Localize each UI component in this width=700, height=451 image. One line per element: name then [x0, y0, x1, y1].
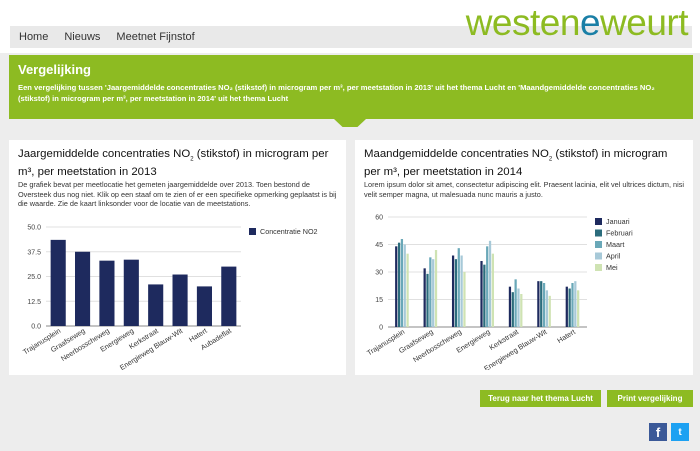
y-tick-label: 37.5	[27, 249, 41, 256]
chart-svg: 015304560TrajanuspleinGraafsewegNeerboss…	[365, 215, 633, 371]
panel-monthly-description: Lorem ipsum dolor sit amet, consectetur …	[364, 180, 684, 199]
bar[interactable]	[540, 281, 543, 327]
y-tick-label: 50.0	[27, 225, 41, 232]
title-sub: 2	[548, 156, 553, 163]
bar[interactable]	[460, 255, 463, 328]
bar[interactable]	[577, 290, 580, 327]
bar[interactable]	[488, 240, 492, 327]
legend-label: Mei	[606, 263, 618, 272]
bar[interactable]	[520, 294, 523, 327]
print-comparison-button[interactable]: Print vergelijking	[607, 390, 693, 407]
bar[interactable]	[542, 283, 546, 327]
bar[interactable]	[537, 281, 540, 327]
legend-swatch	[595, 264, 602, 271]
y-tick-label: 15	[375, 297, 383, 304]
bar[interactable]	[423, 268, 426, 327]
y-tick-label: 0	[379, 325, 383, 332]
legend-swatch	[595, 252, 602, 260]
bar[interactable]	[75, 251, 91, 326]
nav-nieuws[interactable]: Nieuws	[64, 31, 101, 43]
bar[interactable]	[514, 279, 517, 327]
bar[interactable]	[483, 264, 486, 327]
twitter-icon[interactable]: t	[671, 423, 689, 441]
comparison-description: Een vergelijking tussen 'Jaargemiddelde …	[18, 83, 655, 103]
bar[interactable]	[568, 288, 571, 328]
title-part: Maandgemiddelde concentraties NO	[364, 148, 549, 160]
yearly-chart[interactable]: 0.0 12.5 25.0 37.5 50.0 Trajanusplein Graafsew…	[9, 212, 344, 373]
nav-home[interactable]: Home	[19, 31, 49, 43]
bar[interactable]	[511, 292, 514, 327]
bar[interactable]	[457, 248, 460, 327]
logo-part3: weurt	[600, 2, 688, 43]
legend-label: Februari	[606, 229, 633, 238]
y-tick-label: 30	[375, 270, 383, 277]
bar[interactable]	[99, 260, 115, 326]
bar[interactable]	[196, 286, 212, 326]
bar[interactable]	[480, 261, 483, 327]
bar[interactable]	[148, 284, 164, 326]
title-part: Jaargemiddelde concentraties NO	[18, 148, 191, 160]
bar[interactable]	[395, 246, 398, 327]
y-tick-label: 25.0	[27, 274, 41, 281]
y-tick-label: 0.0	[31, 324, 41, 331]
legend-swatch	[595, 229, 602, 237]
bar[interactable]	[172, 274, 188, 326]
bar[interactable]	[434, 250, 438, 327]
panel-yearly-title: Jaargemiddelde concentraties NO2 (stikst…	[18, 148, 337, 179]
logo-part1: westen	[465, 2, 581, 43]
legend-label: Januari	[606, 217, 630, 226]
title-part: (stikstof) in microgram per m³, per meet…	[364, 148, 668, 179]
legend-label: Maart	[606, 240, 624, 249]
x-tick-label: Hatert	[555, 327, 576, 345]
title-part: (stikstof) in microgram per m³, per meet…	[18, 148, 329, 179]
monthly-chart[interactable]: 0 15 30 45 60 Trajanusplein Graafseweg Neerboss…	[355, 205, 691, 371]
bar[interactable]	[403, 244, 406, 328]
back-to-theme-button[interactable]: Terug naar het thema Lucht	[480, 390, 601, 407]
title-sub: 2	[190, 156, 194, 163]
bar[interactable]	[545, 290, 549, 327]
bar[interactable]	[463, 272, 466, 327]
bar[interactable]	[548, 295, 551, 327]
bar[interactable]	[432, 259, 435, 327]
bar[interactable]	[429, 257, 432, 327]
legend-swatch	[595, 241, 602, 248]
bar[interactable]	[486, 246, 489, 327]
bar[interactable]	[406, 253, 409, 327]
bar[interactable]	[397, 242, 401, 327]
bar[interactable]	[426, 273, 429, 327]
logo-part2: e	[579, 2, 601, 43]
panel-monthly-title: Maandgemiddelde concentraties NO2 (stiks…	[364, 148, 684, 179]
logo[interactable]: westeneweurt	[465, 2, 689, 44]
nav-meetnet-fijnstof[interactable]: Meetnet Fijnstof	[116, 31, 195, 43]
panel-yearly-description: De grafiek bevat per meetlocatie het gem…	[18, 180, 337, 209]
y-tick-label: 45	[375, 242, 383, 249]
comparison-header: Vergelijking Een vergelijking tussen 'Ja…	[9, 55, 693, 119]
bar[interactable]	[50, 239, 66, 326]
bar[interactable]	[574, 281, 577, 327]
bar[interactable]	[454, 259, 458, 327]
chart-svg: 0.012.525.037.550.0TrajanuspleinGraafsew…	[21, 225, 318, 373]
page-title: Vergelijking	[18, 62, 91, 77]
legend-label: April	[606, 252, 621, 261]
facebook-icon[interactable]: f	[649, 423, 667, 441]
bar[interactable]	[491, 253, 495, 327]
bar[interactable]	[400, 239, 404, 327]
y-tick-label: 60	[375, 215, 383, 222]
legend-swatch	[249, 228, 256, 235]
bar[interactable]	[508, 286, 512, 327]
top-bar: Home Nieuws Meetnet Fijnstof westeneweur…	[0, 0, 700, 50]
bar[interactable]	[565, 286, 568, 327]
legend-swatch	[595, 218, 602, 225]
bar[interactable]	[451, 255, 455, 328]
y-tick-label: 12.5	[27, 299, 41, 306]
legend-label: Concentratie NO2	[260, 227, 318, 236]
bar[interactable]	[221, 266, 237, 326]
panel-monthly: Maandgemiddelde concentraties NO2 (stiks…	[355, 140, 693, 375]
main-nav: Home Nieuws Meetnet Fijnstof	[10, 26, 692, 48]
bar[interactable]	[517, 288, 520, 328]
bar[interactable]	[123, 259, 139, 326]
bar[interactable]	[571, 283, 574, 327]
